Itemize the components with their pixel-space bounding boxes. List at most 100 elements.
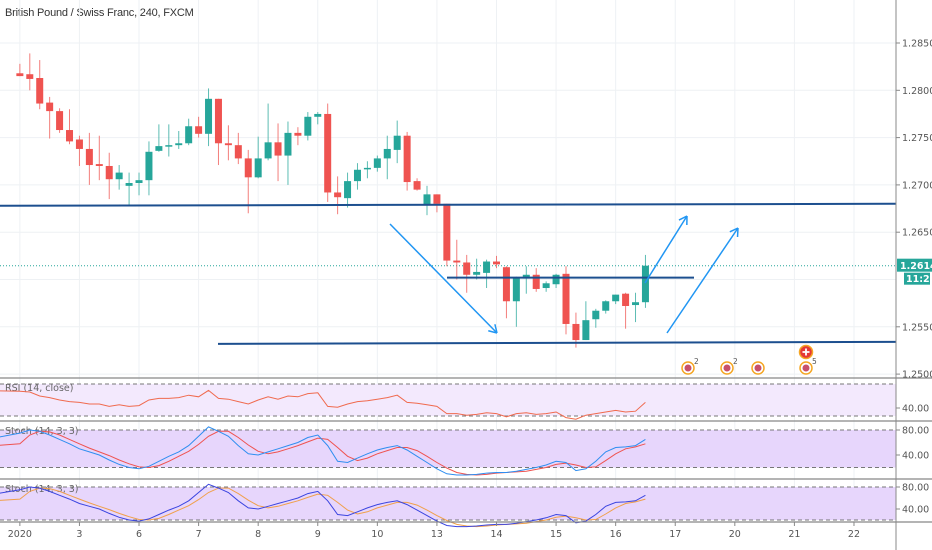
candle-body bbox=[383, 148, 391, 159]
candle bbox=[592, 308, 600, 328]
event-marker[interactable]: 5 bbox=[799, 357, 817, 375]
candle bbox=[493, 255, 500, 269]
candle-body bbox=[16, 73, 24, 77]
candle-body bbox=[363, 167, 371, 170]
candle-body bbox=[264, 142, 272, 159]
alert-marker[interactable] bbox=[798, 344, 814, 360]
candle-body bbox=[334, 192, 342, 198]
candle bbox=[234, 132, 242, 165]
candle bbox=[264, 103, 272, 161]
candle-body bbox=[473, 271, 481, 275]
arrow-head bbox=[729, 227, 739, 233]
candle bbox=[75, 135, 83, 166]
flag-glyph bbox=[723, 364, 731, 372]
flag-glyph bbox=[754, 364, 762, 372]
candle bbox=[274, 123, 282, 182]
candle bbox=[602, 300, 610, 314]
indicator-axis-label: 80.00 bbox=[902, 426, 929, 437]
candle-body bbox=[145, 151, 153, 181]
candle bbox=[373, 155, 381, 172]
candle-body bbox=[572, 323, 580, 341]
candle bbox=[66, 109, 74, 145]
candle bbox=[463, 254, 471, 293]
time-axis[interactable]: 2020 3 6 7 8 9 10 13 14 15 16 17 20 21 22 bbox=[8, 522, 860, 540]
candle bbox=[56, 108, 64, 133]
candle bbox=[85, 132, 93, 185]
candle-body bbox=[582, 320, 590, 341]
arrow-up-2[interactable] bbox=[666, 227, 739, 334]
candle bbox=[145, 141, 153, 196]
candle-body bbox=[512, 277, 520, 302]
candle-body bbox=[135, 180, 143, 184]
candle-body bbox=[294, 132, 302, 136]
candle-body bbox=[125, 183, 133, 186]
candle-body bbox=[56, 111, 64, 131]
candle-body bbox=[304, 116, 312, 136]
candle bbox=[582, 301, 590, 341]
candle bbox=[562, 266, 570, 335]
candle bbox=[473, 258, 481, 280]
event-count: 2 bbox=[733, 357, 738, 366]
indicator-band bbox=[0, 430, 896, 468]
candle-body bbox=[105, 165, 113, 180]
arrow-up-1[interactable] bbox=[644, 215, 688, 284]
indicator-label[interactable]: RSI (14, close) bbox=[5, 383, 73, 394]
drawings bbox=[0, 202, 897, 345]
candle bbox=[443, 203, 451, 267]
candle-body bbox=[632, 302, 640, 306]
candle-body bbox=[413, 181, 421, 190]
time-label: 15 bbox=[550, 529, 562, 540]
candle-body bbox=[344, 181, 352, 199]
candle bbox=[175, 130, 183, 149]
price-label: 1.26500 bbox=[902, 228, 932, 239]
price-axis[interactable]: 1.28500 1.28000 1.27500 1.27000 1.26500 1.255… bbox=[895, 0, 932, 550]
candle-body bbox=[175, 143, 183, 146]
event-marker[interactable]: 2 bbox=[681, 357, 699, 375]
countdown-label: 11:27 bbox=[906, 274, 932, 285]
candle bbox=[383, 135, 391, 180]
candle-body bbox=[85, 148, 93, 166]
candle bbox=[324, 103, 332, 202]
candle-body bbox=[224, 143, 232, 146]
event-marker[interactable]: 2 bbox=[720, 357, 738, 375]
candle-body bbox=[254, 158, 262, 178]
candle-body bbox=[205, 98, 213, 134]
candle-body bbox=[95, 164, 103, 166]
price-label: 1.28500 bbox=[902, 39, 932, 50]
candle bbox=[36, 60, 44, 110]
horizontal-line-resistance[interactable] bbox=[0, 202, 897, 207]
flag-glyph bbox=[684, 364, 692, 372]
candle bbox=[344, 172, 352, 208]
arrow-shaft bbox=[666, 227, 739, 334]
candle-body bbox=[66, 130, 74, 142]
candle-body bbox=[542, 283, 550, 289]
time-label: 7 bbox=[196, 529, 202, 540]
candle bbox=[155, 124, 163, 152]
candle-body bbox=[433, 194, 441, 204]
indicator-axis-label: 80.00 bbox=[902, 483, 929, 494]
arrow-shaft bbox=[389, 223, 498, 334]
indicator-label[interactable]: Stoch (14, 3, 3) bbox=[5, 484, 79, 495]
candle bbox=[314, 112, 322, 125]
horizontal-line-support[interactable] bbox=[217, 340, 897, 345]
candle-body bbox=[214, 98, 222, 144]
arrow-down[interactable] bbox=[389, 223, 498, 334]
price-label: 1.27500 bbox=[902, 133, 932, 144]
candle bbox=[195, 116, 203, 138]
candle bbox=[26, 53, 34, 91]
candle-body bbox=[552, 274, 560, 285]
candle-body bbox=[483, 261, 491, 273]
candle bbox=[622, 292, 630, 329]
indicator-band bbox=[0, 384, 896, 416]
candle bbox=[612, 294, 620, 305]
candle-body bbox=[463, 262, 471, 275]
candle bbox=[115, 165, 123, 190]
candle-body bbox=[393, 135, 401, 150]
time-label: 3 bbox=[76, 529, 82, 540]
event-marker[interactable] bbox=[751, 361, 765, 375]
candle-body bbox=[602, 301, 610, 311]
indicator-axis-label: 40.00 bbox=[902, 404, 929, 415]
candle bbox=[135, 172, 143, 196]
time-label: 22 bbox=[848, 529, 860, 540]
